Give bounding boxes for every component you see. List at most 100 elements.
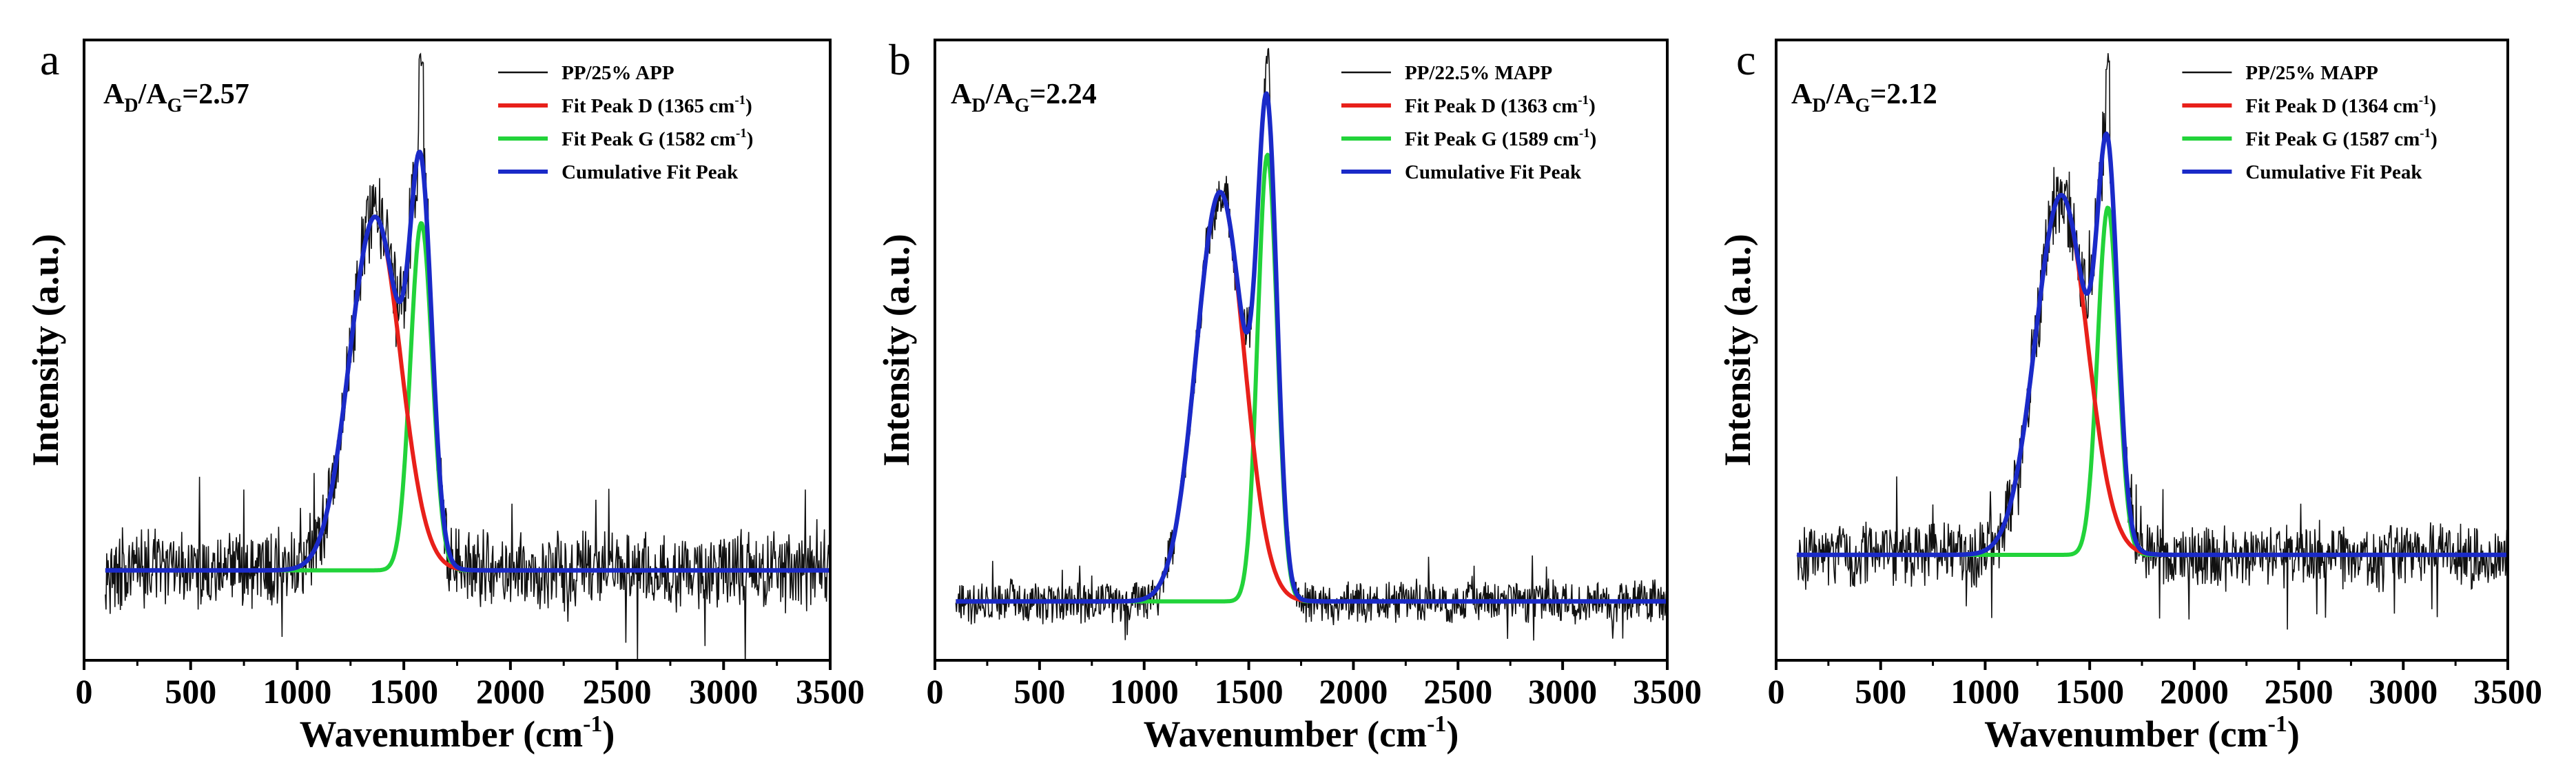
x-axis-title-main: Wavenumber (cm <box>1144 713 1427 755</box>
fit-peak-g-line <box>1795 205 2508 557</box>
ratio-sub-d: D <box>971 95 985 116</box>
x-axis-title-end: ) <box>602 713 615 755</box>
x-tick-label: 1000 <box>1110 672 1179 711</box>
fit-peak-g-line <box>104 221 830 573</box>
raw-spectrum-line <box>1796 53 2508 630</box>
ratio-sub-d: D <box>124 95 138 116</box>
ratio-slash: /A <box>985 79 1016 110</box>
x-tick-label: 500 <box>1013 672 1065 711</box>
legend-label-cumulative: Cumulative Fit Peak <box>561 161 739 183</box>
ratio-a: A <box>1791 79 1813 110</box>
legend-text-sup: -1 <box>734 93 745 108</box>
legend-text-main: Fit Peak G (1589 cm <box>1405 128 1579 150</box>
x-tick-label: 2500 <box>2265 672 2333 711</box>
plot-area <box>104 52 830 660</box>
chart-panel-a: a 0 500 1000 1500 2000 2500 3000 3500 Wavenumber … <box>25 35 865 755</box>
x-axis-title-sup: -1 <box>583 711 602 737</box>
legend-label-peak-d: Fit Peak D (1365 cm-1) <box>561 93 752 117</box>
cumulative-fit-line <box>104 150 830 573</box>
legend-text-main: Fit Peak G (1582 cm <box>561 128 736 150</box>
chart-panel-c: c 0 500 1000 1500 2000 2500 3000 3500 Wavenumber … <box>1717 35 2542 755</box>
panel-letter: b <box>889 35 911 84</box>
cumulative-fit-line <box>954 91 1667 604</box>
plot-area <box>954 48 1667 641</box>
legend-text-main: PP/25% MAPP <box>2245 62 2378 84</box>
panel-letter: c <box>1736 35 1755 84</box>
legend-label-peak-d: Fit Peak D (1364 cm-1) <box>2245 93 2436 117</box>
x-tick-label: 0 <box>76 672 93 711</box>
fit-peak-d-line <box>1795 193 2508 557</box>
x-axis-title-end: ) <box>2287 713 2300 755</box>
x-tick-label: 2000 <box>2160 672 2229 711</box>
x-axis-title-main: Wavenumber (cm <box>1984 713 2267 755</box>
legend-label-cumulative: Cumulative Fit Peak <box>1405 161 1582 183</box>
x-tick-label: 0 <box>1768 672 1785 711</box>
x-axis-title: Wavenumber (cm-1) <box>1144 711 1459 755</box>
chart-panel-b: b 0 500 1000 1500 2000 2500 3000 3500 Wavenumber … <box>876 35 1702 755</box>
legend-text-end: ) <box>747 128 754 150</box>
x-tick-label: 1500 <box>1215 672 1284 711</box>
x-tick-label: 2500 <box>583 672 652 711</box>
legend-label-peak-g: Fit Peak G (1582 cm-1) <box>561 126 753 150</box>
legend-label-peak-d: Fit Peak D (1363 cm-1) <box>1405 93 1596 117</box>
legend-text-sup: -1 <box>2419 93 2430 108</box>
legend-text-main: Fit Peak D (1364 cm <box>2245 95 2418 117</box>
x-tick-label: 3000 <box>2369 672 2438 711</box>
legend-text-sup: -1 <box>2420 126 2431 141</box>
legend-text-main: Cumulative Fit Peak <box>561 161 739 183</box>
x-axis-title-end: ) <box>1446 713 1459 755</box>
x-axis-title-sup: -1 <box>1427 711 1446 737</box>
ratio-sub-g: G <box>1015 95 1030 116</box>
legend-text-end: ) <box>2431 128 2438 150</box>
legend-text-main: Fit Peak D (1363 cm <box>1405 95 1578 117</box>
x-tick-label: 0 <box>927 672 944 711</box>
x-tick-label: 500 <box>1855 672 1906 711</box>
legend-text-end: ) <box>745 95 752 117</box>
legend-label-raw: PP/22.5% MAPP <box>1405 62 1552 84</box>
x-tick-label: 1000 <box>1950 672 2019 711</box>
legend-text-main: Cumulative Fit Peak <box>1405 161 1582 183</box>
ratio-sub-d: D <box>1812 95 1826 116</box>
x-tick-label: 3000 <box>1528 672 1597 711</box>
x-axis-title: Wavenumber (cm-1) <box>1984 711 2300 755</box>
x-axis-title-main: Wavenumber (cm <box>300 713 583 755</box>
ratio-value: =2.24 <box>1029 79 1096 110</box>
x-tick-label: 2500 <box>1423 672 1492 711</box>
y-axis-title: Intensity (a.u.) <box>25 234 66 467</box>
legend-text-sup: -1 <box>1578 93 1589 108</box>
x-tick-label: 1000 <box>262 672 331 711</box>
legend-text-sup: -1 <box>736 126 747 141</box>
x-tick-label: 3500 <box>1633 672 1702 711</box>
legend-text-main: Fit Peak G (1587 cm <box>2245 128 2420 150</box>
ratio-sub-g: G <box>167 95 183 116</box>
fit-peak-d-line <box>954 190 1667 604</box>
legend-label-cumulative: Cumulative Fit Peak <box>2245 161 2422 183</box>
fit-peak-d-line <box>104 214 830 573</box>
plot-area <box>1795 53 2508 630</box>
legend-text-main: PP/25% APP <box>561 62 674 84</box>
ad-ag-ratio-label: AD/AG=2.24 <box>951 79 1097 116</box>
legend-label-peak-g: Fit Peak G (1587 cm-1) <box>2245 126 2437 150</box>
panel-letter: a <box>40 35 59 84</box>
legend-text-main: PP/22.5% MAPP <box>1405 62 1552 84</box>
x-tick-label: 3500 <box>796 672 865 711</box>
cumulative-fit-line <box>1795 131 2508 558</box>
legend-label-peak-g: Fit Peak G (1589 cm-1) <box>1405 126 1596 150</box>
legend-text-sup: -1 <box>1579 126 1590 141</box>
y-axis-title: Intensity (a.u.) <box>876 234 917 467</box>
x-tick-label: 500 <box>165 672 216 711</box>
x-tick-label: 2000 <box>1319 672 1388 711</box>
fit-peak-g-line <box>954 152 1667 604</box>
legend-text-end: ) <box>1589 95 1596 117</box>
legend: PP/25% APP Fit Peak D (1365 cm-1) Fit Peak… <box>498 62 753 183</box>
ratio-value: =2.12 <box>1870 79 1937 110</box>
ratio-slash: /A <box>138 79 168 110</box>
ratio-value: =2.57 <box>182 79 249 110</box>
ratio-a: A <box>103 79 125 110</box>
x-tick-label: 1500 <box>369 672 438 711</box>
ad-ag-ratio-label: AD/AG=2.57 <box>103 79 249 116</box>
ratio-slash: /A <box>1826 79 1856 110</box>
y-axis-title: Intensity (a.u.) <box>1717 234 1758 467</box>
